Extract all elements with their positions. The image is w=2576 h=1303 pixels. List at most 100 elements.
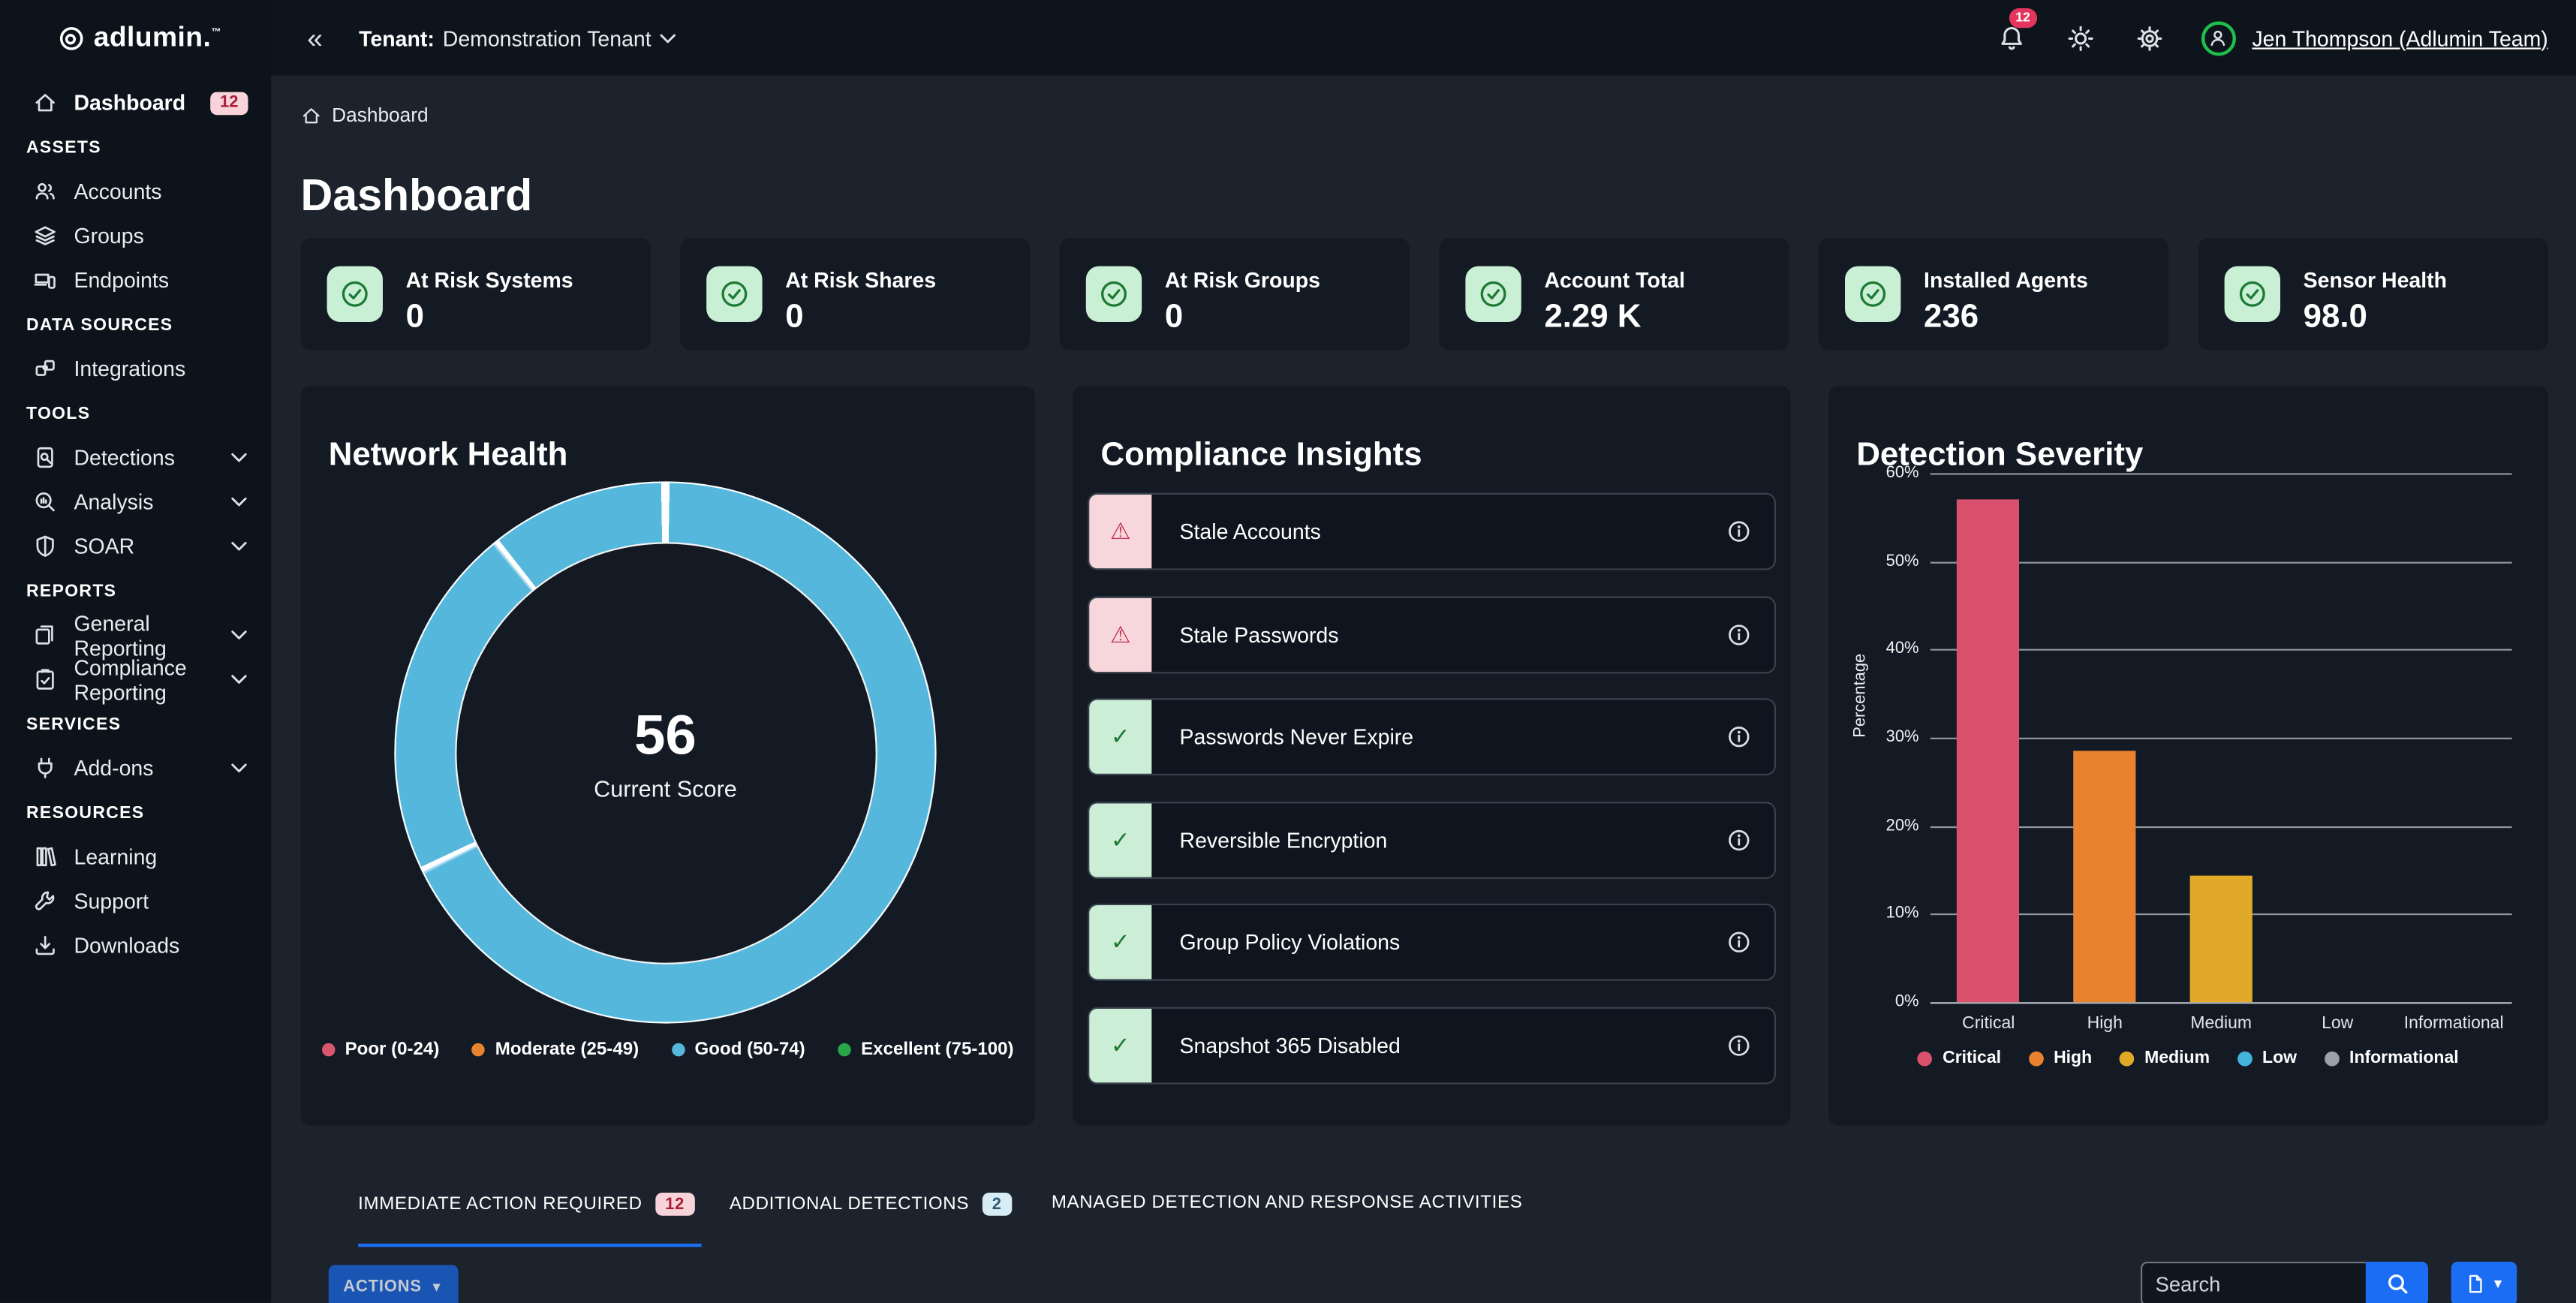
chevron-down-icon xyxy=(230,452,248,463)
sidebar-section-services: SERVICES xyxy=(26,714,122,734)
sidebar-item-label: Compliance Reporting xyxy=(74,655,187,704)
settings-button[interactable] xyxy=(2132,20,2168,56)
sidebar-item-dashboard[interactable]: Dashboard 12 xyxy=(0,80,271,125)
tenant-selector[interactable]: Tenant: Demonstration Tenant xyxy=(359,26,677,50)
compliance-row-reversible-encryption[interactable]: ✓ Reversible Encryption xyxy=(1087,801,1777,878)
stat-value: 0 xyxy=(1164,299,1184,336)
bar-high[interactable] xyxy=(2073,751,2136,1003)
clipboard-check-icon xyxy=(33,667,58,692)
compliance-row-stale-passwords[interactable]: ⚠ Stale Passwords xyxy=(1087,595,1777,673)
users-icon xyxy=(33,179,58,204)
sidebar-item-detections[interactable]: Detections xyxy=(0,435,271,480)
bar-critical[interactable] xyxy=(1957,499,2020,1003)
legend-item-critical: Critical xyxy=(1918,1048,2001,1068)
file-search-icon xyxy=(33,445,58,470)
legend-dot xyxy=(2029,1050,2044,1066)
stat-card-at-risk-groups[interactable]: At Risk Groups 0 xyxy=(1059,238,1410,351)
info-icon[interactable] xyxy=(1726,1033,1751,1058)
magnifier-chart-icon xyxy=(33,489,58,514)
x-tick: Low xyxy=(2322,1013,2354,1034)
sidebar-item-groups[interactable]: Groups xyxy=(0,214,271,258)
compliance-row-group-policy-violations[interactable]: ✓ Group Policy Violations xyxy=(1087,903,1777,981)
info-icon[interactable] xyxy=(1726,724,1751,749)
brand-logo[interactable]: adlumin.™ xyxy=(0,0,271,76)
x-tick: Informational xyxy=(2403,1013,2504,1034)
tab-count-badge: 12 xyxy=(655,1193,695,1216)
chevron-down-icon xyxy=(230,540,248,552)
compliance-row-stale-accounts[interactable]: ⚠ Stale Accounts xyxy=(1087,492,1777,570)
sidebar-section-reports: REPORTS xyxy=(26,580,117,600)
breadcrumb[interactable]: Dashboard xyxy=(301,104,429,127)
check-circle-icon xyxy=(706,266,763,323)
gridline xyxy=(1930,473,2512,475)
notifications-button[interactable]: 12 xyxy=(1994,8,2037,56)
adlumin-logo-icon xyxy=(59,26,84,50)
sidebar-item-general-reporting[interactable]: General Reporting xyxy=(0,610,271,660)
info-icon[interactable] xyxy=(1726,621,1751,646)
compliance-row-passwords-never-expire[interactable]: ✓ Passwords Never Expire xyxy=(1087,698,1777,776)
sidebar-item-accounts[interactable]: Accounts xyxy=(0,169,271,213)
sidebar-item-analysis[interactable]: Analysis xyxy=(0,480,271,524)
check-icon: ✓ xyxy=(1089,905,1152,980)
info-icon[interactable] xyxy=(1726,519,1751,544)
pages-icon xyxy=(33,623,58,648)
compliance-label: Reversible Encryption xyxy=(1179,827,1388,852)
sidebar-item-downloads[interactable]: Downloads xyxy=(0,923,271,967)
sidebar-item-soar[interactable]: SOAR xyxy=(0,524,271,568)
actions-button-label: ACTIONS xyxy=(343,1277,422,1296)
sidebar-collapse-icon[interactable]: « xyxy=(307,22,324,54)
y-tick: 50% xyxy=(1885,552,1919,570)
legend-item-poor: Poor (0-24) xyxy=(321,1040,439,1060)
notification-count-badge: 12 xyxy=(2009,8,2037,28)
check-circle-icon xyxy=(2224,266,2281,323)
export-button[interactable]: ▼ xyxy=(2451,1261,2517,1303)
search-icon xyxy=(2385,1271,2409,1296)
compliance-row-snapshot-365-disabled[interactable]: ✓ Snapshot 365 Disabled xyxy=(1087,1006,1777,1084)
info-icon[interactable] xyxy=(1726,827,1751,852)
gridline xyxy=(1930,826,2512,828)
sidebar-item-learning[interactable]: Learning xyxy=(0,835,271,879)
stat-card-sensor-health[interactable]: Sensor Health 98.0 xyxy=(2198,238,2548,351)
stat-title: At Risk Groups xyxy=(1164,267,1320,293)
compliance-list: ⚠ Stale Accounts ⚠ Stale Passwords ✓ Pas… xyxy=(1087,492,1777,1109)
sidebar-section-tools: TOOLS xyxy=(26,403,91,423)
search-button[interactable] xyxy=(2365,1261,2429,1303)
x-tick: High xyxy=(2087,1013,2123,1034)
stat-card-at-risk-shares[interactable]: At Risk Shares 0 xyxy=(680,238,1031,351)
search-input[interactable] xyxy=(2140,1261,2366,1303)
puzzle-icon xyxy=(33,357,58,381)
sidebar-item-label: General Reporting xyxy=(74,610,167,660)
panel-title: Compliance Insights xyxy=(1100,436,1422,473)
tab-immediate-action-required[interactable]: IMMEDIATE ACTION REQUIRED 12 xyxy=(358,1193,695,1216)
layers-icon xyxy=(33,224,58,248)
theme-toggle-button[interactable] xyxy=(2063,20,2099,56)
check-icon: ✓ xyxy=(1089,1007,1152,1082)
sidebar-item-compliance-reporting[interactable]: Compliance Reporting xyxy=(0,655,271,704)
bar-medium[interactable] xyxy=(2189,876,2252,1003)
detection-severity-bar-chart[interactable]: 60% 50% 40% 30% 20% 10% 0% xyxy=(1886,464,2512,1011)
user-avatar[interactable] xyxy=(2201,20,2236,56)
sidebar-item-endpoints[interactable]: Endpoints xyxy=(0,258,271,302)
network-health-donut-chart[interactable]: 56 Current Score xyxy=(394,481,937,1024)
tab-additional-detections[interactable]: ADDITIONAL DETECTIONS 2 xyxy=(730,1193,1012,1216)
info-icon[interactable] xyxy=(1726,930,1751,955)
sidebar-section-data-sources: DATA SOURCES xyxy=(26,314,173,335)
user-menu-link[interactable]: Jen Thompson (Adlumin Team) xyxy=(2252,25,2548,50)
sidebar-item-support[interactable]: Support xyxy=(0,879,271,923)
sidebar-item-add-ons[interactable]: Add-ons xyxy=(0,746,271,790)
compliance-label: Stale Passwords xyxy=(1179,621,1339,647)
stat-card-installed-agents[interactable]: Installed Agents 236 xyxy=(1818,238,2169,351)
stat-card-account-total[interactable]: Account Total 2.29 K xyxy=(1439,238,1789,351)
gridline xyxy=(1930,737,2512,739)
stat-card-at-risk-systems[interactable]: At Risk Systems 0 xyxy=(300,238,651,351)
caret-down-icon: ▼ xyxy=(2491,1275,2505,1291)
tab-managed-detection-response[interactable]: MANAGED DETECTION AND RESPONSE ACTIVITIE… xyxy=(1052,1193,1523,1212)
network-health-panel: Network Health 56 Current Score Poor (0-… xyxy=(300,386,1035,1126)
stat-value: 0 xyxy=(405,299,424,336)
sidebar-item-label: Dashboard xyxy=(74,90,186,116)
panel-title: Detection Severity xyxy=(1856,436,2144,473)
topbar: « Tenant: Demonstration Tenant 12 Jen Th… xyxy=(271,0,2576,76)
sidebar-item-integrations[interactable]: Integrations xyxy=(0,347,271,391)
sidebar-item-label: Detections xyxy=(74,445,175,470)
actions-button[interactable]: ACTIONS ▼ xyxy=(328,1265,459,1303)
